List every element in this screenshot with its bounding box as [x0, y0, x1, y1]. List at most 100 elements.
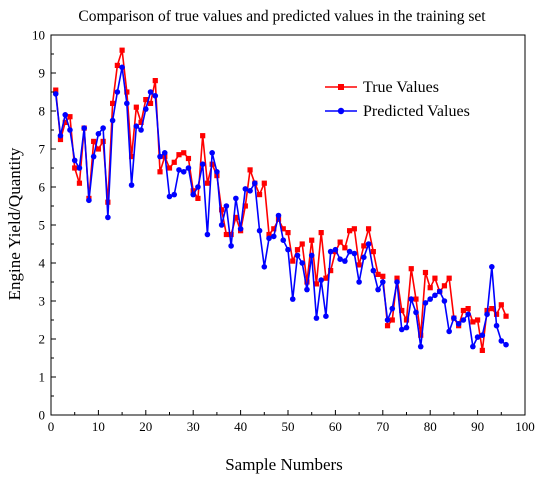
data-point — [147, 89, 154, 95]
chart-title: Comparison of true values and predicted … — [78, 8, 486, 25]
series-layer — [52, 47, 509, 353]
x-tick-label: 0 — [48, 419, 55, 434]
data-point — [147, 100, 154, 106]
data-point — [394, 279, 400, 285]
data-point — [470, 319, 476, 325]
data-point — [294, 252, 301, 259]
data-point — [327, 248, 334, 255]
data-point — [403, 324, 410, 331]
x-axis-title: Sample Numbers — [225, 455, 343, 474]
data-point — [181, 150, 187, 156]
x-tick-label: 100 — [515, 419, 535, 434]
data-point — [493, 311, 500, 317]
data-point — [361, 254, 367, 261]
data-point — [143, 106, 149, 112]
data-point — [484, 311, 490, 318]
data-point — [408, 296, 415, 302]
data-point — [498, 338, 505, 344]
y-tick-label: 8 — [39, 104, 46, 119]
data-point — [403, 317, 410, 323]
data-point — [62, 112, 69, 118]
data-point — [72, 165, 78, 171]
data-point — [479, 332, 486, 339]
legend-true-values-label: True Values — [363, 79, 439, 96]
data-point — [204, 231, 211, 238]
data-point — [275, 212, 282, 219]
y-axis: 0 1 2 3 4 5 6 7 8 9 10 — [32, 28, 56, 423]
data-point — [90, 153, 97, 160]
data-point — [233, 214, 239, 220]
data-point — [351, 250, 358, 257]
data-point — [185, 155, 192, 162]
data-point — [365, 226, 372, 232]
data-point — [290, 258, 296, 264]
data-point — [100, 125, 106, 131]
data-point — [195, 184, 201, 190]
data-point — [342, 245, 348, 251]
data-point — [417, 343, 424, 350]
data-point — [418, 332, 424, 338]
data-point — [223, 231, 229, 238]
data-point — [53, 87, 59, 93]
data-point — [110, 100, 116, 106]
data-point — [81, 125, 87, 131]
data-point — [479, 347, 485, 353]
x-tick-label: 30 — [187, 419, 200, 434]
x-tick-label: 90 — [471, 419, 484, 434]
data-point — [323, 275, 329, 281]
data-point — [105, 214, 111, 221]
data-point — [91, 138, 97, 144]
data-point — [166, 165, 173, 171]
data-point — [380, 279, 386, 285]
data-point — [138, 119, 144, 125]
data-point — [413, 309, 419, 316]
data-point — [313, 315, 320, 321]
y-tick-label: 2 — [39, 332, 46, 347]
data-point — [67, 127, 73, 133]
data-point — [432, 275, 438, 281]
data-point — [280, 226, 286, 232]
data-point — [256, 192, 263, 198]
x-tick-label: 40 — [234, 419, 247, 434]
data-point — [294, 247, 301, 253]
x-tick-label: 20 — [139, 419, 152, 434]
data-point — [289, 296, 296, 302]
data-point — [62, 119, 68, 125]
y-tick-label: 3 — [39, 294, 46, 309]
y-tick-label: 1 — [39, 370, 46, 385]
data-point — [109, 117, 116, 124]
data-point — [71, 157, 78, 164]
data-point — [361, 243, 367, 249]
data-point — [86, 197, 92, 204]
data-point — [384, 323, 391, 329]
y-axis-title: Engine Yield/Quantity — [5, 147, 24, 300]
series-predicted-values — [52, 64, 509, 350]
legend-item-true-values: True Values — [325, 79, 439, 96]
data-point — [498, 302, 504, 308]
data-point — [460, 307, 466, 314]
x-tick-label: 50 — [282, 419, 295, 434]
data-point — [114, 62, 120, 68]
y-tick-label: 10 — [32, 28, 45, 43]
data-point — [446, 275, 452, 281]
data-point — [384, 317, 391, 323]
data-point — [342, 258, 348, 264]
data-point — [370, 249, 376, 255]
data-point — [200, 133, 206, 139]
data-point — [304, 279, 310, 285]
data-point — [308, 252, 315, 259]
data-point — [475, 317, 481, 323]
data-point — [76, 180, 83, 186]
data-point — [446, 328, 452, 335]
data-point — [261, 264, 268, 270]
y-tick-label: 6 — [39, 180, 46, 195]
data-point — [318, 277, 324, 283]
data-point — [161, 150, 168, 156]
data-point — [337, 239, 343, 245]
data-point — [432, 292, 438, 299]
data-point — [166, 193, 173, 200]
data-point — [470, 343, 476, 350]
data-point — [270, 233, 277, 240]
data-point — [356, 262, 362, 268]
data-point — [394, 275, 400, 281]
